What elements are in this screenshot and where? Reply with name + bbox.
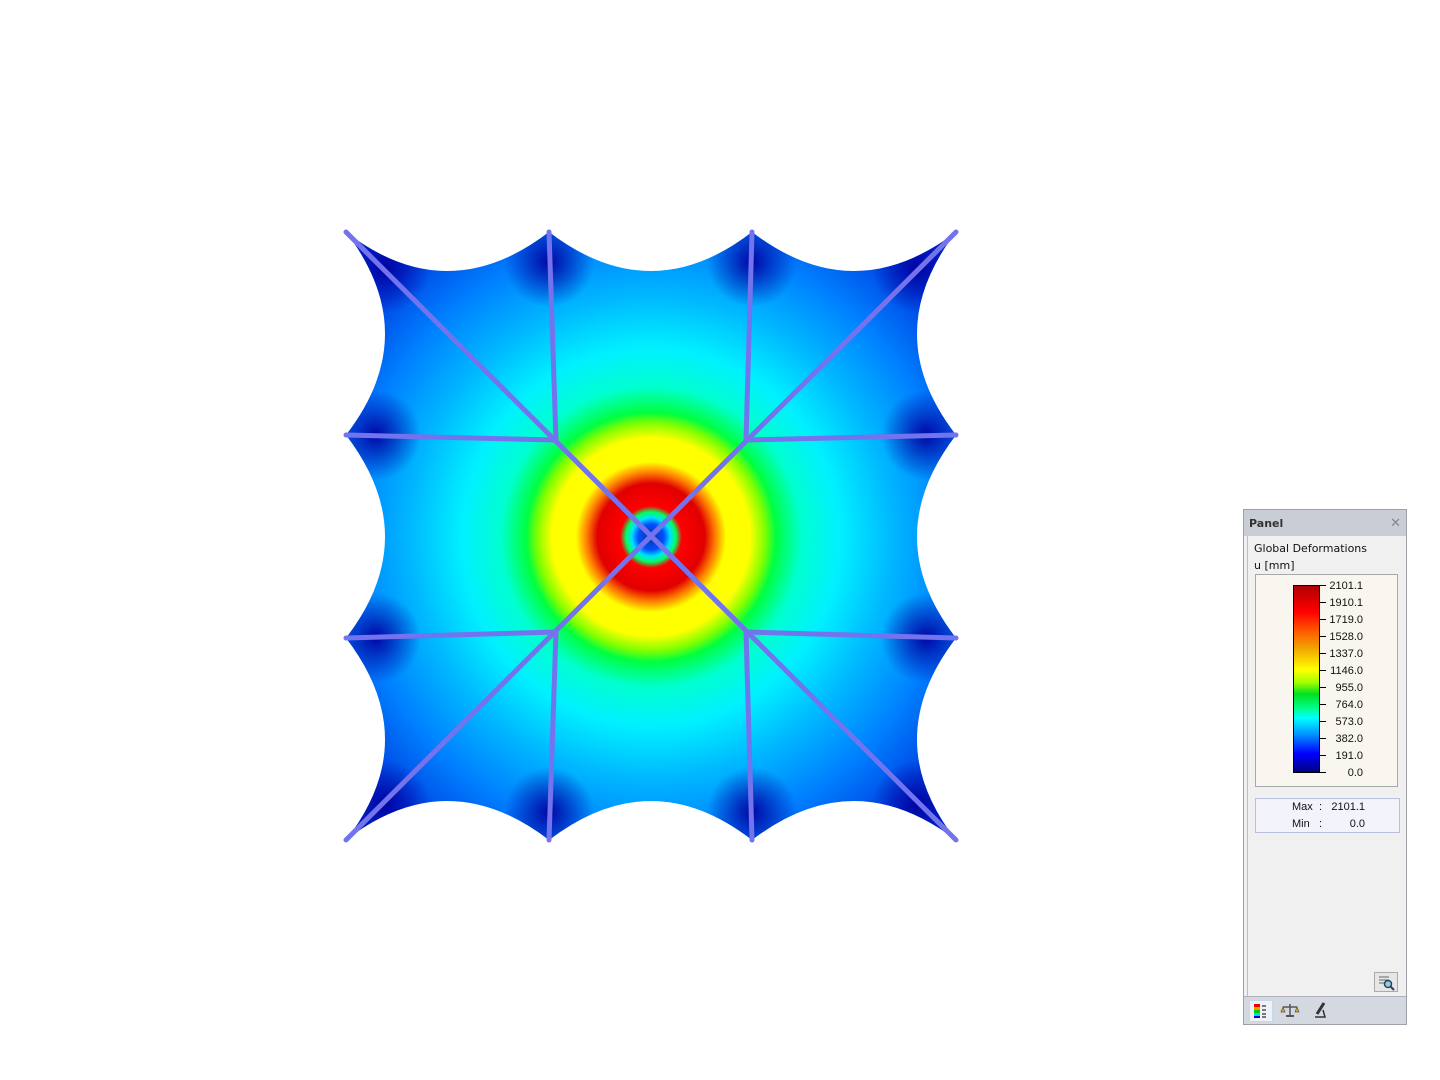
panel-title: Panel — [1249, 516, 1284, 530]
legend-tick — [1320, 721, 1326, 722]
color-scale-bar — [1293, 585, 1320, 773]
result-unit: u [mm] — [1254, 559, 1295, 572]
legend-value: 1910.1 — [1329, 597, 1363, 609]
tab-microscope[interactable] — [1309, 1000, 1331, 1020]
balance-scale-icon — [1280, 1004, 1300, 1017]
legend-tick — [1320, 772, 1326, 773]
zoom-legend-button[interactable] — [1374, 972, 1398, 992]
legend-value: 1337.0 — [1329, 648, 1363, 660]
close-icon[interactable]: ✕ — [1390, 515, 1401, 531]
legend-tick — [1320, 755, 1326, 756]
cable[interactable] — [743, 629, 755, 843]
legend-value: 191.0 — [1335, 750, 1363, 762]
low-deformation-zone — [872, 760, 956, 840]
legend-value: 2101.1 — [1329, 580, 1363, 592]
legend-value: 955.0 — [1335, 682, 1363, 694]
max-value: 2101.1 — [1331, 801, 1365, 813]
max-label: Max — [1292, 801, 1313, 813]
legend-tick — [1320, 670, 1326, 671]
legend-value: 382.0 — [1335, 733, 1363, 745]
legend-value: 0.0 — [1347, 767, 1363, 779]
cable[interactable] — [546, 629, 559, 843]
magnifier-icon — [1379, 976, 1395, 991]
legend-tick — [1320, 585, 1326, 586]
tab-color-scale[interactable] — [1249, 1000, 1273, 1022]
cable[interactable] — [343, 432, 559, 443]
legend-value: 1146.0 — [1330, 665, 1363, 677]
min-label: Min — [1292, 818, 1310, 830]
microscope-icon — [1315, 1002, 1326, 1018]
tab-balance[interactable] — [1279, 1000, 1301, 1020]
cable[interactable] — [743, 629, 959, 641]
min-value: 0.0 — [1349, 818, 1365, 830]
cables — [343, 229, 959, 843]
cable[interactable] — [343, 229, 959, 843]
color-scale-icon — [1254, 1004, 1266, 1018]
panel-body: Global Deformations u [mm] 2101.1 1910.1 1… — [1247, 536, 1403, 997]
result-heading: Global Deformations — [1254, 542, 1368, 555]
cable[interactable] — [343, 629, 559, 641]
legend-tick — [1320, 738, 1326, 739]
legend-value: 573.0 — [1335, 716, 1363, 728]
legend-value: 1719.0 — [1329, 614, 1363, 626]
legend-tick — [1320, 653, 1326, 654]
panel-title-bar[interactable]: Panel ✕ — [1244, 510, 1406, 536]
legend-tick — [1320, 636, 1326, 637]
max-min-box: Max : 2101.1 Min : 0.0 — [1255, 798, 1400, 833]
panel: Panel ✕ Global Deformations u [mm] 2101.… — [1243, 509, 1407, 1025]
cable[interactable] — [546, 229, 559, 443]
low-deformation-zone — [346, 760, 430, 840]
cable[interactable] — [743, 229, 755, 443]
panel-tabs — [1244, 996, 1406, 1024]
legend-tick — [1320, 704, 1326, 705]
color-legend: 2101.1 1910.1 1719.0 1528.0 1337.0 1146.0 955.… — [1255, 574, 1398, 787]
legend-value: 1528.0 — [1329, 631, 1363, 643]
legend-tick — [1320, 619, 1326, 620]
max-separator: : — [1319, 801, 1323, 813]
legend-tick — [1320, 602, 1326, 603]
min-separator: : — [1319, 818, 1323, 830]
legend-value: 764.0 — [1335, 699, 1363, 711]
cable[interactable] — [743, 432, 959, 443]
legend-tick — [1320, 687, 1326, 688]
